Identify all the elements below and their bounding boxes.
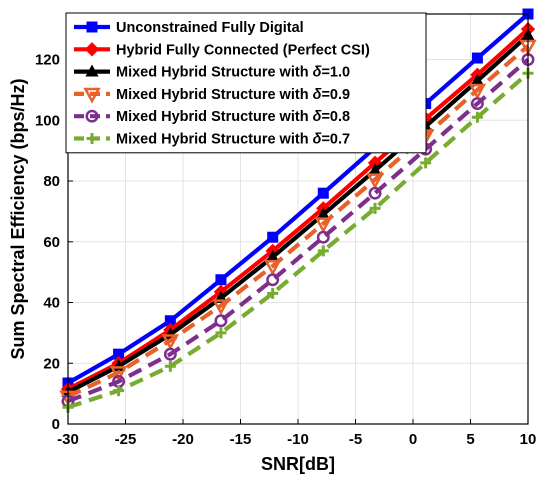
data-point — [366, 173, 384, 190]
data-point — [470, 97, 484, 111]
data-point — [368, 163, 382, 176]
legend-marker — [84, 42, 100, 57]
series-line — [67, 33, 530, 394]
legend-item: Hybrid Fully Connected (Perfect CSI) — [74, 42, 370, 58]
legend-label: Unconstrained Fully Digital — [116, 20, 304, 36]
data-point — [369, 202, 381, 214]
data-point — [314, 217, 333, 234]
legend-label: Mixed Hybrid Structure with δ=1.0 — [116, 65, 350, 81]
legend-label: Mixed Hybrid Structure with δ=0.9 — [116, 87, 350, 103]
legend: Unconstrained Fully Digital Hybrid Fully … — [65, 12, 427, 154]
series-line — [67, 57, 530, 404]
x-tick-label: -5 — [349, 431, 362, 448]
series-5 — [61, 53, 535, 408]
legend-label: Mixed Hybrid Structure with δ=0.8 — [116, 109, 350, 125]
data-point — [368, 186, 382, 200]
legend-marker — [85, 64, 99, 77]
data-point — [316, 230, 330, 244]
legend-label: Hybrid Fully Connected (Perfect CSI) — [116, 42, 370, 58]
data-point — [214, 314, 228, 328]
legend-item: Mixed Hybrid Structure with δ=0.7 — [74, 132, 350, 148]
data-point — [161, 334, 180, 351]
data-point — [317, 245, 329, 257]
data-point — [266, 249, 280, 262]
data-point — [113, 348, 125, 360]
y-tick-label: 20 — [43, 355, 60, 372]
data-point — [164, 360, 176, 372]
data-point — [109, 366, 128, 383]
legend-box — [65, 12, 427, 154]
data-point — [317, 187, 329, 199]
data-point — [267, 287, 279, 299]
y-tick-label: 60 — [43, 234, 60, 251]
data-point — [163, 347, 177, 361]
legend-marker — [83, 87, 101, 104]
y-tick-label: 100 — [35, 112, 60, 129]
series-line — [66, 12, 530, 385]
y-tick-label: 80 — [43, 173, 60, 190]
data-point — [215, 327, 227, 339]
data-point — [267, 231, 279, 243]
y-tick-label: 0 — [52, 416, 60, 433]
legend-marker — [85, 109, 99, 123]
x-tick-label: -15 — [230, 431, 252, 448]
data-point — [215, 274, 227, 286]
y-tick-label: 120 — [35, 52, 60, 69]
x-tick-label: 10 — [520, 431, 537, 448]
legend-item: Mixed Hybrid Structure with δ=0.8 — [74, 109, 350, 125]
legend-marker — [86, 21, 98, 33]
data-point — [471, 52, 483, 64]
legend-item: Unconstrained Fully Digital — [74, 20, 304, 36]
data-point — [212, 299, 230, 316]
data-point — [468, 83, 487, 100]
series-line — [67, 27, 530, 391]
legend-label: Mixed Hybrid Structure with δ=0.7 — [116, 132, 350, 148]
data-point — [471, 111, 483, 123]
x-tick-label: -25 — [115, 431, 137, 448]
series-line — [67, 44, 530, 399]
x-tick-label: -20 — [172, 431, 194, 448]
data-point — [316, 207, 330, 220]
x-tick-label: -10 — [287, 431, 309, 448]
y-axis-label: Sum Spectral Efficiency (bps/Hz) — [8, 78, 28, 359]
legend-marker — [86, 133, 98, 144]
data-point — [113, 385, 125, 397]
data-point — [420, 157, 432, 169]
x-tick-label: 0 — [409, 431, 417, 448]
legend-item: Mixed Hybrid Structure with δ=1.0 — [74, 64, 350, 81]
data-point — [164, 315, 176, 327]
y-tick-label: 40 — [43, 295, 60, 312]
x-axis-label: SNR[dB] — [261, 454, 335, 474]
data-point — [266, 273, 280, 287]
data-point — [470, 73, 484, 86]
x-tick-label: -30 — [57, 431, 79, 448]
legend-item: Mixed Hybrid Structure with δ=0.9 — [74, 87, 350, 104]
series-group — [59, 8, 537, 413]
series-line — [67, 71, 530, 410]
data-point — [263, 259, 282, 276]
x-tick-label: 5 — [466, 431, 474, 448]
